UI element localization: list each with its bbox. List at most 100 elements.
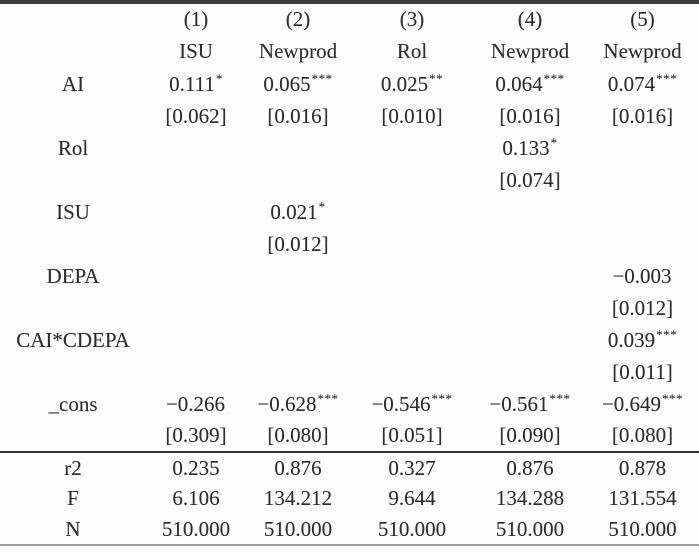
se-row: [0.062] [0.016] [0.010] [0.016] [0.016] — [0, 100, 699, 132]
stat-row: F 6.106 134.212 9.644 134.288 131.554 — [0, 483, 699, 514]
se-cell — [474, 356, 586, 388]
coef-cell — [474, 260, 586, 292]
coef-value: 0.021 — [270, 199, 318, 224]
coef-cell: 0.025** — [350, 68, 474, 100]
coef-cell — [350, 196, 474, 228]
coef-cell: 0.111* — [146, 68, 246, 100]
se-label-spacer — [0, 292, 146, 324]
var-label: Rol — [57, 135, 89, 160]
se-cell: [0.051] — [381, 423, 443, 447]
se-cell — [350, 292, 474, 324]
row-label-spacer — [0, 2, 146, 35]
se-cell: [0.080] — [611, 423, 674, 447]
var-label: _cons — [48, 391, 98, 416]
dep-var-row: ISU Newprod Rol Newprod Newprod — [0, 35, 699, 68]
coef-value: 0.064 — [495, 71, 543, 96]
se-cell — [146, 164, 246, 196]
coef-row: ISU 0.021* — [0, 196, 699, 228]
coef-cell — [586, 196, 699, 228]
coef-cell — [474, 196, 586, 228]
coef-value: 0.039 — [607, 327, 656, 352]
significance-stars: * — [550, 134, 558, 150]
coef-cell — [146, 324, 246, 356]
stat-cell: 510.000 — [161, 516, 231, 541]
coef-cell: 0.133* — [474, 132, 586, 164]
se-cell: [0.016] — [499, 103, 561, 128]
dep-var-header: ISU — [179, 39, 213, 63]
se-row: [0.309] [0.080] [0.051] [0.090] [0.080] — [0, 420, 699, 452]
se-row: [0.012] — [0, 292, 699, 324]
coef-cell: 0.065*** — [246, 68, 350, 100]
stat-cell: 0.327 — [388, 455, 436, 480]
coef-cell — [146, 132, 246, 164]
se-cell: [0.062] — [165, 103, 227, 128]
coef-cell: 0.064*** — [474, 68, 586, 100]
coef-cell: −0.628*** — [246, 388, 350, 420]
coef-cell — [246, 260, 350, 292]
column-number-row: (1) (2) (3) (4) (5) — [0, 2, 699, 35]
coef-value: −0.561 — [489, 391, 549, 416]
significance-stars: * — [215, 70, 223, 86]
stat-cell: 134.212 — [263, 486, 333, 510]
var-label: AI — [61, 71, 85, 96]
stat-cell: 131.554 — [608, 486, 677, 510]
se-row: [0.012] — [0, 228, 699, 260]
se-label-spacer — [0, 228, 146, 260]
se-cell — [246, 292, 350, 324]
se-cell — [586, 228, 699, 260]
coef-row: AI 0.111* 0.065*** 0.025** 0.064*** 0.074*** — [0, 68, 699, 100]
se-label-spacer — [0, 164, 146, 196]
significance-stars: *** — [549, 390, 571, 406]
coef-value: −0.649 — [601, 391, 662, 416]
se-row: [0.074] — [0, 164, 699, 196]
stat-cell: 0.878 — [618, 455, 667, 480]
se-cell — [474, 292, 586, 324]
stat-cell: 9.644 — [388, 486, 436, 510]
coef-cell — [146, 260, 246, 292]
dep-var-header: Newprod — [603, 39, 682, 63]
se-label-spacer — [0, 420, 146, 452]
significance-stars: *** — [656, 70, 678, 86]
stat-cell: 0.235 — [172, 455, 220, 480]
se-cell: [0.080] — [267, 423, 329, 447]
coef-cell: 0.074*** — [586, 68, 699, 100]
dep-var-header: Rol — [396, 39, 428, 63]
coef-value: 0.111 — [169, 71, 215, 96]
coef-value: −0.266 — [165, 391, 226, 416]
var-label: ISU — [56, 199, 90, 224]
coef-cell — [246, 324, 350, 356]
se-cell — [246, 356, 350, 388]
stat-row: r2 0.235 0.876 0.327 0.876 0.878 — [0, 452, 699, 483]
coef-cell — [350, 132, 474, 164]
significance-stars: *** — [662, 390, 684, 406]
dep-var-header: Newprod — [490, 39, 570, 63]
se-label-spacer — [0, 100, 146, 132]
column-number: (3) — [399, 7, 425, 31]
coef-value: −0.546 — [371, 391, 431, 416]
se-cell — [350, 228, 474, 260]
coef-row: DEPA −0.003 — [0, 260, 699, 292]
stat-row: N 510.000 510.000 510.000 510.000 510.000 — [0, 514, 699, 545]
stat-cell: 510.000 — [495, 516, 565, 541]
coef-cell — [246, 132, 350, 164]
se-cell — [146, 356, 246, 388]
coef-row: Rol 0.133* — [0, 132, 699, 164]
coef-cell: −0.266 — [146, 388, 246, 420]
coef-cell: 0.039*** — [586, 324, 699, 356]
significance-stars: *** — [311, 70, 333, 86]
se-cell — [586, 164, 699, 196]
se-cell — [350, 164, 474, 196]
se-cell: [0.012] — [611, 295, 674, 320]
coef-cell: 0.021* — [246, 196, 350, 228]
coef-value: 0.133 — [502, 135, 550, 160]
coef-cell — [350, 260, 474, 292]
significance-stars: *** — [656, 326, 678, 342]
stat-cell: 6.106 — [172, 486, 220, 510]
coef-value: 0.074 — [607, 71, 656, 96]
coef-cell — [586, 132, 699, 164]
se-row: [0.011] — [0, 356, 699, 388]
coef-cell — [474, 324, 586, 356]
coef-row: _cons −0.266 −0.628*** −0.546*** −0.561*** −0… — [0, 388, 699, 420]
